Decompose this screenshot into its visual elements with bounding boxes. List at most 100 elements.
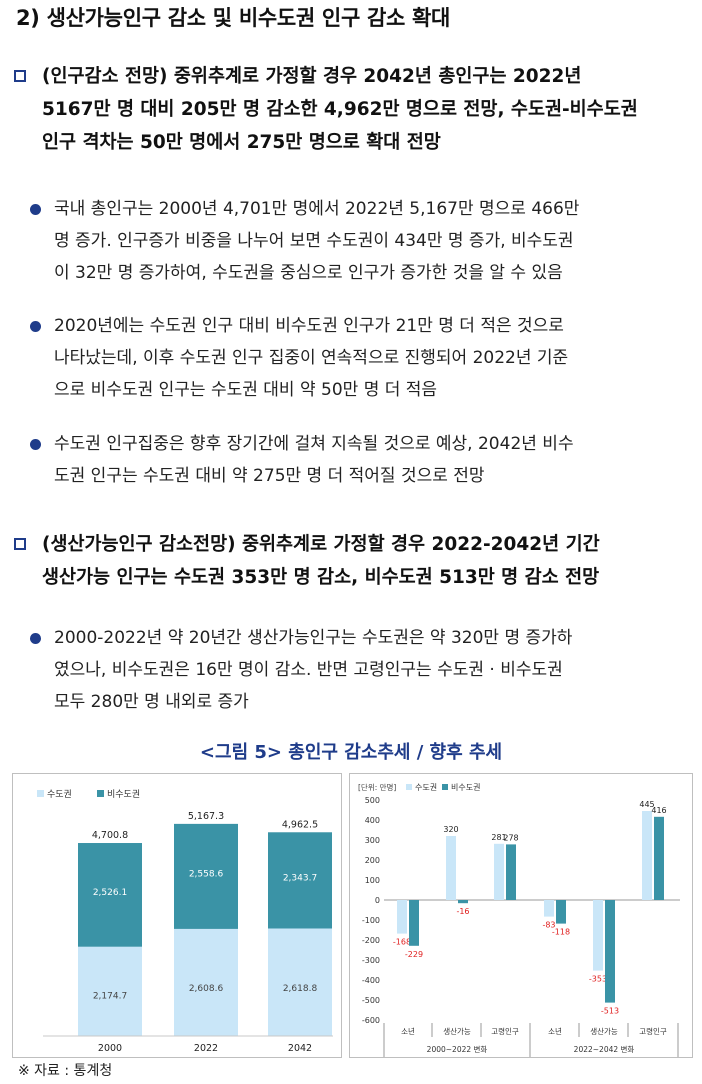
bar-value-label: 320 [443,825,458,834]
summary-line: 생산가능 인구는 수도권 353만 명 감소, 비수도권 513만 명 감소 전… [42,567,600,588]
x-tick-label: 소년 [548,1026,562,1036]
bar-segment [174,928,238,1036]
bar-value-label: -83 [542,921,555,930]
bar-value-label: -513 [601,1007,619,1016]
square-bullet-icon [14,70,26,82]
bullet-line: 나타났는데, 이후 수도권 인구 집중이 연속적으로 진행되어 2022년 기준 [54,348,569,368]
bar-value-label: 2,526.1 [93,888,127,898]
bar-value-label: 278 [503,833,518,842]
bar-segment [174,823,238,929]
bar-segment [268,832,332,929]
bar [593,900,603,971]
bullet-item: 2020년에는 수도권 인구 대비 비수도권 인구가 21만 명 더 적은 것으… [30,310,690,406]
x-tick-label: 2022 [194,1043,218,1054]
total-label: 4,700.8 [92,830,128,841]
summary-item-working-age: (생산가능인구 감소전망) 중위추계로 가정할 경우 2022-2042년 기간… [14,528,694,594]
square-bullet-icon [14,538,26,550]
y-tick-label: 400 [365,816,380,825]
bar-value-label: -353 [589,975,607,984]
bar [446,836,456,900]
bar-value-label: 2,174.7 [93,992,127,1002]
bar-value-label: 445 [639,800,654,809]
bar-value-label: 2,608.6 [189,984,224,994]
bullet-line: 으로 비수도권 인구는 수도권 대비 약 50만 명 더 적음 [54,380,438,400]
bar-value-label: -168 [393,938,411,947]
bar [544,900,554,917]
bullet-line: 모두 280만 명 내외로 증가 [54,692,249,712]
y-tick-label: 100 [365,876,380,885]
bar [654,816,664,900]
y-tick-label: -500 [362,996,380,1005]
bullet-line: 명 증가. 인구증가 비중을 나누어 보면 수도권이 434만 명 증가, 비수… [54,231,574,251]
circle-bullet-icon [30,204,41,215]
legend-swatch [406,784,412,790]
y-tick-label: -300 [362,956,380,965]
bar-segment [268,928,332,1036]
x-tick-label: 소년 [401,1026,415,1036]
circle-bullet-icon [30,321,41,332]
summary-line: 5167만 명 대비 205만 명 감소한 4,962만 명으로 전망, 수도권… [42,99,638,120]
summary-line: 인구 격차는 50만 명에서 275만 명으로 확대 전망 [42,132,441,153]
bullet-item: 2000-2022년 약 20년간 생산가능인구는 수도권은 약 320만 명 … [30,622,690,718]
y-tick-label: 0 [375,896,380,905]
legend-swatch [442,784,448,790]
circle-bullet-icon [30,439,41,450]
bar-value-label: 416 [651,806,666,815]
summary-line: (생산가능인구 감소전망) 중위추계로 가정할 경우 2022-2042년 기간 [42,534,600,555]
bar-value-label: 281 [491,833,506,842]
x-tick-label: 고령인구 [491,1026,519,1036]
x-tick-label: 2042 [288,1043,312,1054]
figure-caption: <그림 5> 총인구 감소추세 / 향후 추세 [199,742,503,763]
bullet-line: 였으나, 비수도권은 16만 명이 감소. 반면 고령인구는 수도권 · 비수도… [54,660,563,680]
unit-label: [단위: 만명] [358,782,396,792]
bar [605,900,615,1003]
y-tick-label: 200 [365,856,380,865]
population-change-chart: [단위: 만명] 수도권 비수도권 500 400 300 200 100 0 -100 -200 -… [358,782,680,1063]
bar [556,900,566,924]
legend-swatch [97,790,104,797]
bullet-line: 2000-2022년 약 20년간 생산가능인구는 수도권은 약 320만 명 … [54,628,573,648]
bar-value-label: 2,558.6 [189,869,224,879]
population-change-chart-panel: [단위: 만명] 수도권 비수도권 500 400 300 200 100 0 -100 -200 -… [349,773,693,1063]
bar-value-label: -118 [552,928,570,937]
section-title: 2) 생산가능인구 감소 및 비수도권 인구 감소 확대 [16,6,451,30]
bullet-line: 수도권 인구집중은 향후 장기간에 걸쳐 지속될 것으로 예상, 2042년 비… [54,434,574,454]
bar-value-label: 2,618.8 [283,984,318,994]
legend-label: 수도권 [47,788,72,800]
bullet-item: 국내 총인구는 2000년 4,701만 명에서 2022년 5,167만 명으… [30,193,690,289]
circle-bullet-icon [30,633,41,644]
bullet-line: 국내 총인구는 2000년 4,701만 명에서 2022년 5,167만 명으… [54,199,580,219]
group-label: 2022~2042 변화 [574,1045,635,1054]
bar [494,843,504,900]
x-tick-label: 생산가능 [443,1026,471,1036]
bar [642,811,652,900]
y-tick-label: 300 [365,836,380,845]
bullet-line: 도권 인구는 수도권 대비 약 275만 명 더 적어질 것으로 전망 [54,466,485,486]
source-note: ※ 자료 : 통계청 [18,1063,113,1079]
bar-value-label: -16 [456,907,469,916]
y-tick-label: -400 [362,976,380,985]
bullet-line: 2020년에는 수도권 인구 대비 비수도권 인구가 21만 명 더 적은 것으… [54,316,564,336]
bar [397,900,407,934]
y-tick-label: 500 [365,796,380,805]
legend-label: 비수도권 [107,788,140,800]
bar-segment [78,946,142,1036]
bullet-line: 이 32만 명 증가하여, 수도권을 중심으로 인구가 증가한 것을 알 수 있… [54,263,563,283]
x-tick-label: 고령인구 [639,1026,667,1036]
bar-value-label: -229 [405,950,423,959]
bar [458,900,468,904]
total-population-chart-panel: 수도권 비수도권 2,174.7 2,526.1 4,700.8 2000 2,608.6 2… [12,773,342,1058]
total-label: 4,962.5 [282,819,318,830]
total-label: 5,167.3 [188,811,224,822]
y-tick-label: -600 [362,1016,380,1025]
bar-value-label: 2,343.7 [283,873,317,883]
x-tick-label: 2000 [98,1043,122,1054]
bullet-item: 수도권 인구집중은 향후 장기간에 걸쳐 지속될 것으로 예상, 2042년 비… [30,428,690,492]
x-tick-label: 생산가능 [590,1026,618,1036]
group-label: 2000~2022 변화 [427,1045,488,1054]
y-tick-label: -200 [362,936,380,945]
bar [409,900,419,946]
legend-swatch [37,790,44,797]
summary-line: (인구감소 전망) 중위추계로 가정할 경우 2042년 총인구는 2022년 [42,66,582,87]
summary-item-population: (인구감소 전망) 중위추계로 가정할 경우 2042년 총인구는 2022년 … [14,60,694,159]
